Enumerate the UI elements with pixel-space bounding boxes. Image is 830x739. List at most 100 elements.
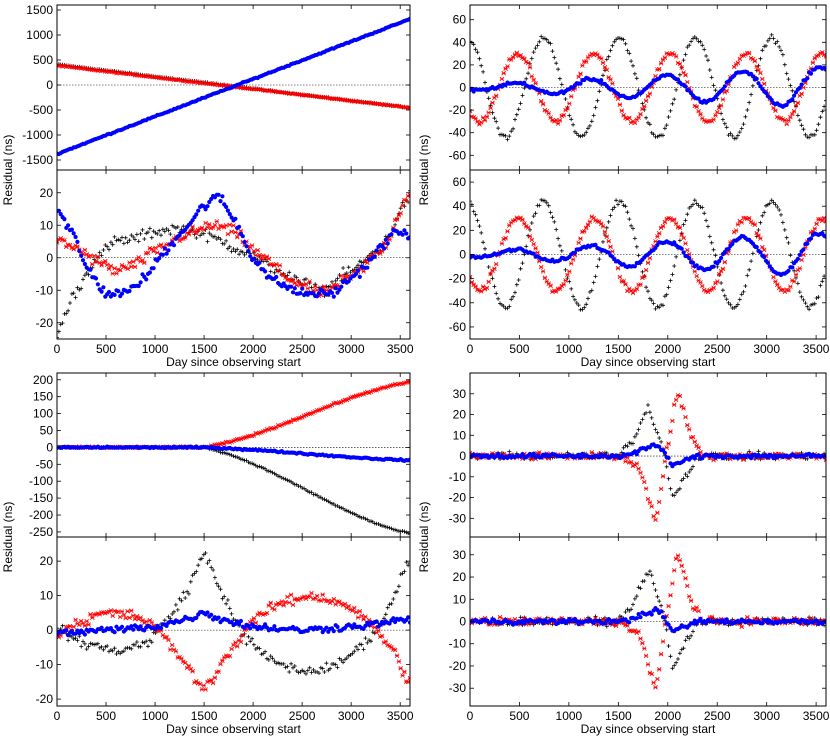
x-tick-label: 2000 [654, 342, 681, 356]
point-red [214, 219, 220, 224]
point-black [692, 35, 697, 39]
point-black [814, 128, 819, 133]
point-black [477, 56, 482, 61]
point-black [657, 436, 662, 440]
point-blue [627, 620, 632, 625]
point-black [685, 634, 690, 639]
point-black [205, 239, 210, 244]
point-black [670, 272, 675, 277]
point-red [690, 434, 696, 440]
point-red [268, 600, 273, 606]
point-red [225, 231, 231, 237]
point-red [402, 669, 407, 675]
point-red [127, 615, 132, 621]
point-red [791, 108, 797, 114]
point-blue [763, 90, 769, 95]
point-red [480, 284, 486, 289]
point-black [99, 644, 104, 649]
point-black [651, 301, 656, 306]
point-black [514, 282, 519, 287]
point-black [270, 656, 275, 661]
point-black [473, 47, 478, 52]
point-black [822, 104, 826, 109]
point-red [307, 594, 312, 599]
point-black [646, 289, 650, 294]
point-black [304, 671, 308, 676]
x-tick-label: 500 [96, 709, 116, 723]
point-red [662, 55, 668, 60]
point-black [640, 269, 645, 274]
point-black [501, 304, 506, 309]
point-black [492, 284, 497, 289]
point-black [479, 63, 484, 68]
point-red [739, 220, 744, 225]
point-black [383, 524, 388, 529]
point-blue [69, 227, 74, 232]
y-tick-label: -20 [36, 692, 54, 706]
x-tick-label: 3500 [387, 342, 414, 356]
point-red [518, 53, 523, 58]
point-black [127, 645, 132, 650]
point-red [668, 593, 673, 598]
point-red [400, 673, 405, 678]
point-red [686, 427, 692, 432]
point-red [346, 603, 351, 609]
point-black [689, 633, 694, 638]
point-black [563, 97, 568, 101]
point-black [60, 623, 65, 628]
point-red [140, 257, 145, 263]
point-black [567, 113, 572, 118]
point-black [255, 258, 260, 262]
point-black [668, 108, 673, 113]
point-black [719, 111, 724, 116]
point-black [105, 244, 110, 249]
point-red [647, 500, 653, 505]
point-black [387, 602, 392, 607]
series-layer [57, 551, 410, 692]
point-red [266, 603, 272, 608]
point-red [681, 235, 686, 241]
point-blue [400, 232, 405, 237]
y-tick-label: -10 [36, 283, 54, 297]
point-black [507, 304, 512, 309]
point-blue [805, 76, 810, 81]
point-red [600, 224, 606, 229]
point-blue [99, 625, 104, 630]
point-black [659, 439, 664, 444]
point-red [488, 271, 493, 277]
point-blue [698, 616, 703, 622]
point-black [268, 654, 273, 659]
point-black [257, 646, 262, 651]
point-black [198, 557, 203, 562]
point-red [333, 602, 338, 607]
point-black [681, 222, 686, 227]
series-red [57, 379, 410, 451]
series-blue [470, 231, 826, 278]
point-black [112, 646, 117, 651]
point-black [816, 295, 821, 300]
point-red [486, 279, 491, 285]
point-black [346, 265, 351, 270]
point-red [275, 268, 281, 273]
point-black [79, 644, 84, 649]
point-red [91, 253, 97, 259]
point-red [309, 590, 314, 596]
point-black [173, 602, 178, 607]
point-black [486, 265, 491, 269]
point-black [666, 644, 671, 648]
point-red [685, 583, 690, 589]
point-red [149, 620, 155, 625]
point-red [138, 615, 143, 620]
point-red [638, 282, 643, 287]
point-black [771, 200, 776, 205]
point-red [733, 228, 739, 233]
point-red [533, 81, 538, 86]
point-black [94, 642, 98, 647]
point-black [507, 134, 512, 139]
point-black [687, 636, 692, 641]
point-red [527, 234, 533, 239]
point-black [238, 249, 243, 254]
y-tick-label: -1000 [22, 128, 53, 142]
point-red [643, 486, 649, 491]
point-black [818, 283, 823, 288]
